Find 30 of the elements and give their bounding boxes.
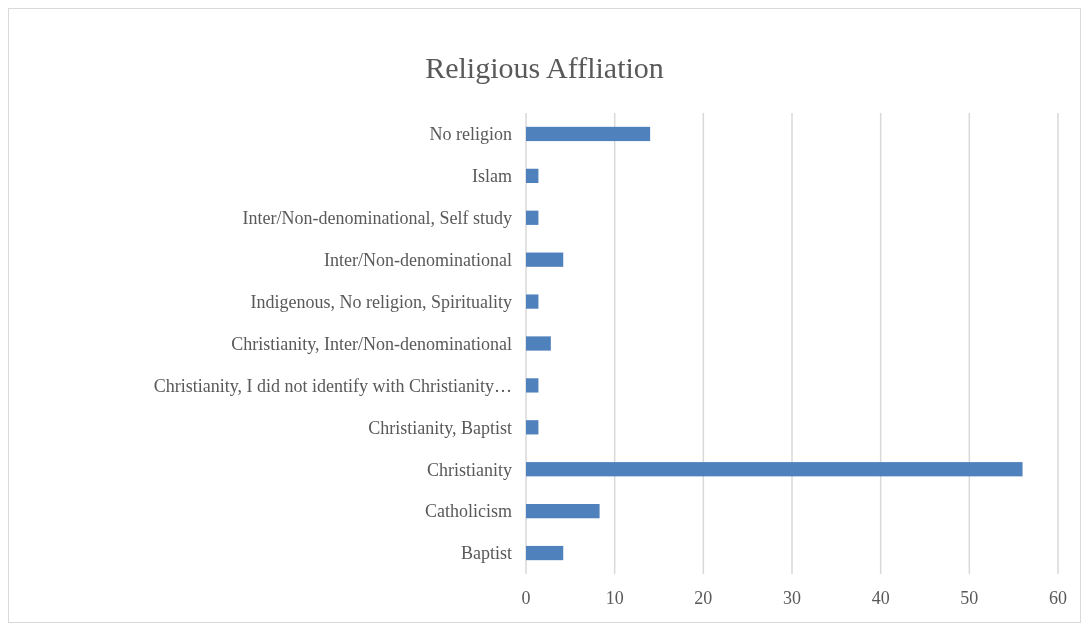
x-tick-label: 30 bbox=[783, 588, 801, 608]
bar bbox=[526, 504, 600, 519]
y-tick-label: Christianity, Inter/Non-denominational bbox=[231, 333, 512, 354]
bar bbox=[526, 545, 564, 561]
y-tick-label: Catholicism bbox=[425, 501, 512, 522]
x-tick-label: 0 bbox=[521, 588, 531, 608]
x-tick-label: 40 bbox=[871, 588, 890, 608]
bar bbox=[526, 462, 1023, 477]
bar bbox=[526, 210, 539, 225]
y-tick-label: Baptist bbox=[460, 543, 512, 564]
bar bbox=[526, 336, 551, 351]
y-tick-label: Indigenous, No religion, Spirituality bbox=[250, 291, 512, 312]
bar bbox=[526, 126, 651, 142]
y-tick-label: Inter/Non-denominational bbox=[324, 249, 512, 270]
bar bbox=[526, 168, 539, 183]
bar bbox=[526, 252, 564, 267]
y-tick-label: Christianity, Baptist bbox=[368, 417, 512, 438]
bar bbox=[526, 294, 539, 309]
y-tick-label: Inter/Non-denominational, Self study bbox=[242, 208, 512, 229]
y-tick-label: No religion bbox=[429, 124, 512, 145]
chart-title: Religious Affliation bbox=[425, 51, 664, 84]
y-tick-label: Christianity bbox=[427, 459, 512, 480]
x-tick-label: 20 bbox=[694, 588, 713, 608]
x-tick-label: 10 bbox=[605, 588, 624, 608]
y-tick-label: Christianity, I did not identify with Christianity… bbox=[153, 375, 512, 396]
x-tick-label: 60 bbox=[1049, 588, 1067, 608]
bar bbox=[526, 378, 539, 393]
y-tick-label: Islam bbox=[472, 166, 512, 187]
bar bbox=[526, 420, 539, 435]
x-tick-label: 50 bbox=[960, 588, 979, 608]
